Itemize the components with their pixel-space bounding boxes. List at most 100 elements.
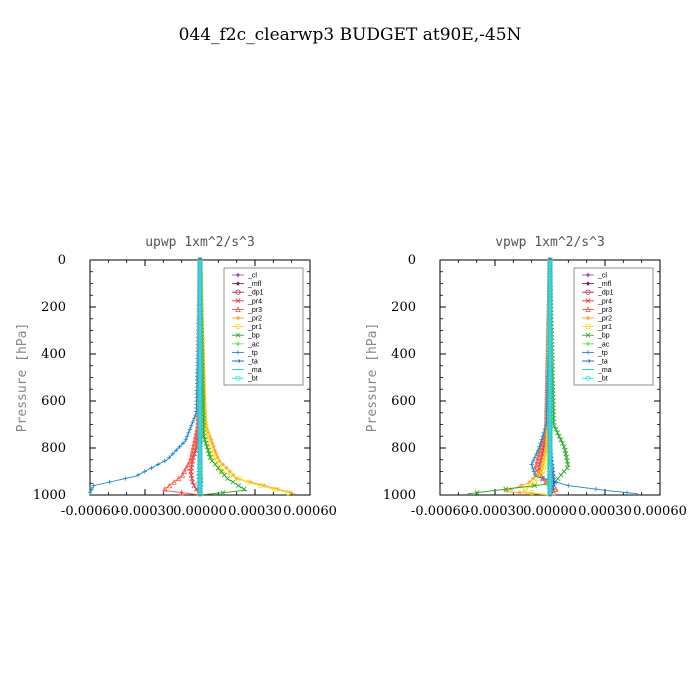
series-marker [197, 277, 203, 283]
legend-marker [585, 341, 591, 346]
series-marker [187, 427, 193, 432]
series-marker [534, 457, 541, 464]
series-marker [197, 395, 203, 401]
series-marker [547, 451, 553, 458]
series-marker [530, 465, 535, 471]
series-marker [197, 316, 203, 322]
series-marker [555, 430, 560, 436]
series-marker [197, 310, 203, 317]
series-marker [540, 434, 545, 439]
series-marker [593, 486, 599, 492]
series-marker [200, 352, 206, 358]
series-marker [532, 483, 538, 489]
legend-marker [235, 350, 241, 355]
series-marker [217, 458, 222, 464]
series-marker [547, 474, 553, 480]
series-marker [200, 345, 206, 351]
series-marker [183, 437, 188, 442]
series-marker [191, 416, 197, 421]
series-marker [547, 316, 553, 322]
series-marker [197, 358, 203, 365]
series-marker [539, 437, 544, 442]
legend-marker [585, 323, 591, 330]
series-marker [547, 353, 553, 359]
series-marker [544, 437, 549, 442]
series-marker [197, 466, 203, 472]
series-marker [547, 325, 553, 331]
series-marker [547, 420, 553, 427]
y-tick-label: 600 [391, 394, 416, 409]
series-marker [123, 476, 128, 481]
series-marker [197, 373, 203, 379]
series-marker [547, 406, 553, 413]
series-marker [197, 285, 203, 291]
legend-label: _ma [247, 367, 262, 374]
legend-label: _dp1 [597, 290, 614, 297]
series-marker [197, 446, 203, 452]
series-marker [197, 291, 203, 297]
y-tick-label: 1000 [383, 488, 416, 503]
series-marker [547, 333, 553, 339]
series-marker [197, 302, 203, 308]
series-marker [624, 490, 630, 495]
legend-marker [235, 281, 241, 286]
series-marker [197, 370, 203, 376]
series-marker [530, 476, 536, 481]
series-marker [197, 474, 203, 480]
y-tick-label: 800 [391, 441, 416, 456]
series-marker [532, 472, 538, 478]
series-marker [201, 381, 207, 386]
series-marker [197, 387, 203, 393]
series-marker [531, 469, 537, 474]
legend-label: _pr4 [247, 298, 262, 305]
series-marker [547, 395, 553, 401]
series-marker [202, 409, 208, 414]
series-marker [547, 435, 553, 441]
series-marker [170, 451, 175, 457]
series-marker [197, 333, 203, 339]
series-marker [149, 465, 154, 471]
series-marker [230, 479, 236, 485]
series-marker [547, 263, 553, 269]
series-marker [197, 378, 203, 384]
series-marker [547, 344, 553, 351]
series-marker [197, 463, 203, 469]
series-marker [535, 448, 541, 453]
legend-marker [235, 332, 241, 338]
series-marker [197, 480, 203, 486]
series-marker [197, 449, 203, 455]
y-tick-label: 400 [41, 347, 66, 362]
series-marker [547, 446, 553, 452]
series-marker [224, 465, 229, 471]
series-marker [206, 430, 211, 435]
series-marker [547, 279, 553, 286]
series-marker [197, 367, 203, 373]
series-marker [197, 412, 203, 418]
series-marker [205, 447, 211, 453]
series-marker [200, 349, 206, 354]
series-marker [171, 479, 177, 485]
legend-marker [235, 306, 241, 312]
x-tick-label: -0.00060 [61, 504, 119, 519]
series-marker [197, 327, 203, 334]
series-marker [547, 282, 553, 288]
legend-label: _ac [247, 341, 260, 348]
series-marker [533, 461, 540, 467]
legend-marker [585, 298, 591, 304]
series-marker [547, 313, 553, 319]
series-marker [547, 440, 553, 446]
series-marker [201, 377, 207, 383]
series-marker [547, 485, 553, 492]
series-marker [202, 388, 207, 393]
series-marker [197, 322, 203, 328]
series-marker [547, 319, 553, 325]
series-marker [197, 339, 203, 345]
legend-marker [235, 315, 241, 321]
series-marker [547, 378, 553, 384]
series-marker [275, 486, 280, 492]
series-marker [547, 305, 553, 311]
series-marker [245, 479, 251, 485]
series-marker [547, 268, 553, 274]
series-marker [547, 454, 553, 460]
series-marker [197, 384, 203, 390]
